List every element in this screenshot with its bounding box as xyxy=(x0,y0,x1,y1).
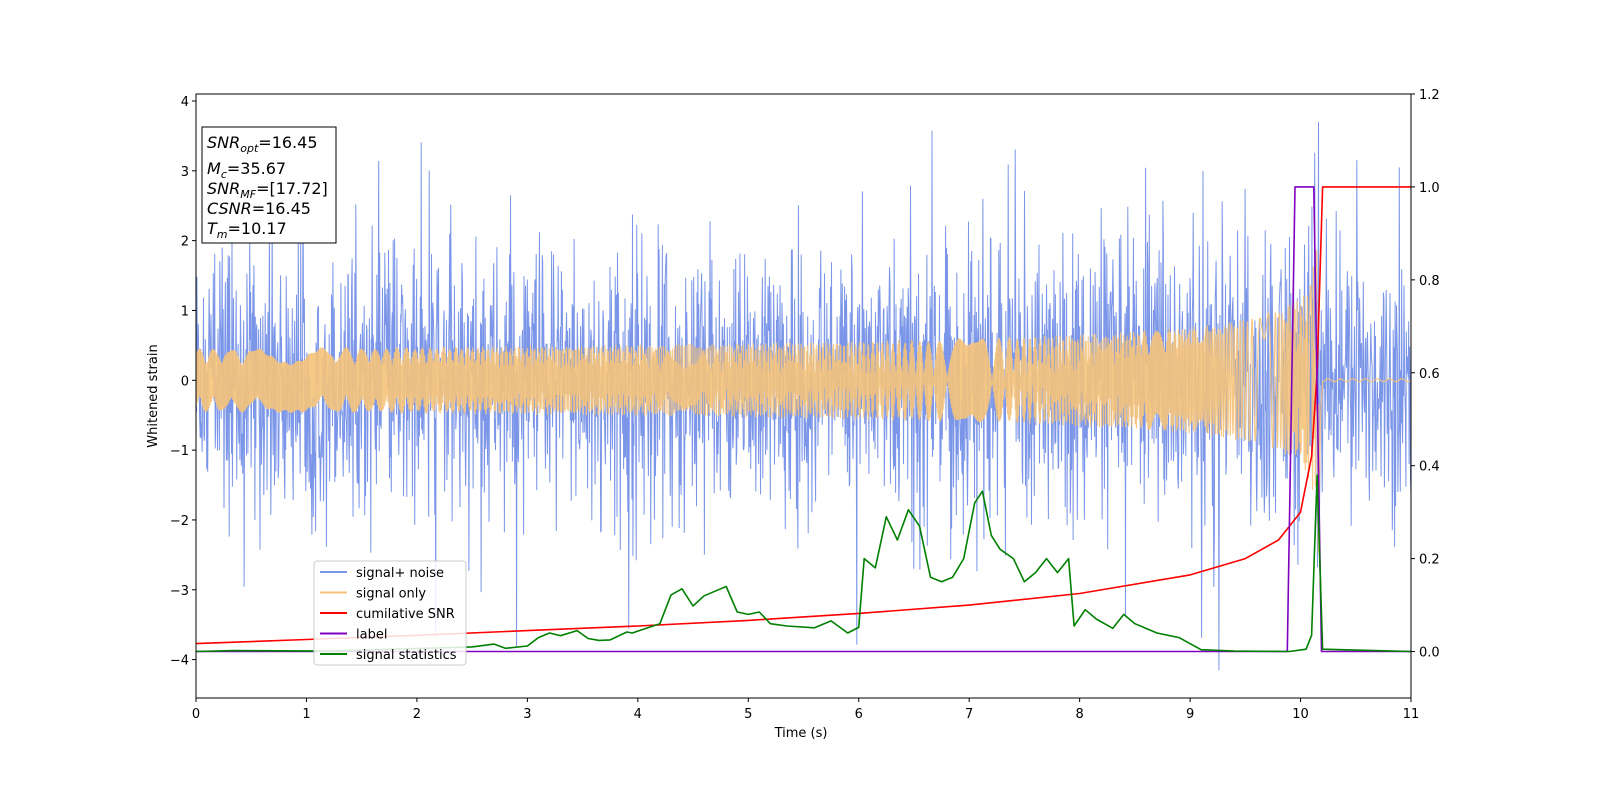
y-left-tick-label: −2 xyxy=(170,514,189,529)
y-left-tick-label: 2 xyxy=(181,235,189,250)
y-right-tick-label: 1.2 xyxy=(1419,88,1440,103)
info-box-line: Tm=10.17 xyxy=(207,219,287,241)
legend-label: cumilative SNR xyxy=(356,607,455,622)
series-label xyxy=(196,186,1411,653)
plot-area xyxy=(195,93,1412,699)
y-left-tick-label: −4 xyxy=(170,654,189,669)
info-box: SNRopt=16.45 Mc=35.67SNRMF=[17.72]CSNR=16… xyxy=(201,126,337,244)
series-signal-only xyxy=(196,249,1411,554)
info-box-line: Mc=35.67 xyxy=(207,159,286,181)
x-tick-label: 5 xyxy=(744,707,752,722)
y-left-tick-label: −1 xyxy=(170,444,189,459)
x-tick-label: 6 xyxy=(855,707,863,722)
y-left-tick-label: 1 xyxy=(181,304,189,319)
info-box-line: CSNR=16.45 xyxy=(207,199,311,218)
series-signal-statistics xyxy=(196,474,1411,653)
info-box-line: SNRMF=[17.72] xyxy=(207,179,328,201)
x-tick-label: 11 xyxy=(1403,707,1420,722)
y-right-tick-label: 0.2 xyxy=(1419,553,1440,568)
info-box-line: SNRopt=16.45 xyxy=(207,133,318,155)
y-right-tick-label: 0.8 xyxy=(1419,274,1440,289)
x-tick-label: 4 xyxy=(634,707,642,722)
series-cumulative-snr xyxy=(196,186,1411,645)
x-tick-label: 10 xyxy=(1292,707,1309,722)
y-left-tick-label: 3 xyxy=(181,165,189,180)
y-axis-label: Whitened strain xyxy=(146,344,161,447)
axis-ticks: 0 1 2 3 4 5 6 7 8 9 10 11 −4 −3 −2 −1 0 1 2 3 4 0.0 0.2 0.4 0.6 0… xyxy=(170,88,1440,722)
x-axis-label: Time (s) xyxy=(774,726,828,741)
y-right-tick-label: 0.4 xyxy=(1419,460,1440,475)
legend-label: signal statistics xyxy=(356,648,457,663)
x-tick-label: 1 xyxy=(302,707,310,722)
legend-label: signal only xyxy=(356,587,426,602)
y-right-tick-label: 0.0 xyxy=(1419,646,1440,661)
info-box-frame xyxy=(201,126,337,244)
y-left-tick-label: −3 xyxy=(170,584,189,599)
x-tick-label: 9 xyxy=(1186,707,1194,722)
x-tick-label: 2 xyxy=(413,707,421,722)
legend-label: signal+ noise xyxy=(356,566,444,581)
legend-frame xyxy=(313,560,467,666)
legend-label: label xyxy=(356,628,387,643)
x-tick-label: 0 xyxy=(192,707,200,722)
y-right-tick-label: 1.0 xyxy=(1419,181,1440,196)
legend: signal+ noise signal only cumilative SNR la… xyxy=(313,560,467,666)
y-right-tick-label: 0.6 xyxy=(1419,367,1440,382)
x-tick-label: 3 xyxy=(523,707,531,722)
y-left-tick-label: 0 xyxy=(181,374,189,389)
y-left-tick-label: 4 xyxy=(181,95,189,110)
plot-frame xyxy=(195,93,1412,699)
x-tick-label: 8 xyxy=(1075,707,1083,722)
x-tick-label: 7 xyxy=(965,707,973,722)
